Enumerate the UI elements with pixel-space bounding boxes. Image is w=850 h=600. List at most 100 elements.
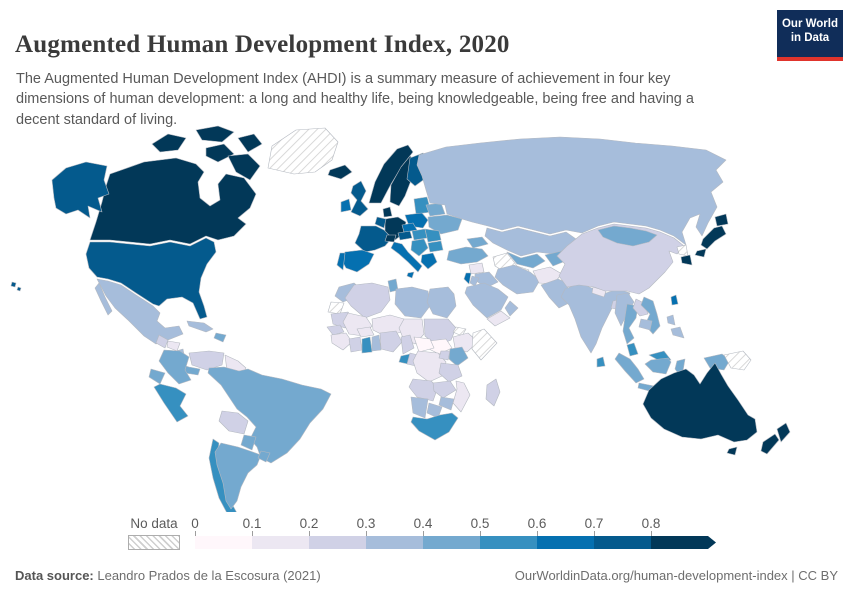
country-usa-hawaii[interactable] (10, 281, 22, 292)
country-senegal[interactable] (326, 324, 345, 336)
owid-logo[interactable]: Our World in Data (777, 10, 843, 61)
country-philippines-mindanao[interactable] (670, 326, 685, 339)
country-iran[interactable] (494, 264, 541, 295)
country-denmark[interactable] (382, 206, 393, 218)
country-colombia[interactable] (158, 349, 192, 385)
country-guinea-group[interactable] (330, 332, 353, 351)
legend-bin-0.2-0.3[interactable] (309, 536, 366, 549)
country-uruguay[interactable] (257, 450, 271, 463)
country-iceland[interactable] (327, 164, 353, 180)
country-canada-baffin[interactable] (227, 153, 261, 181)
country-hungary-slovakia[interactable] (411, 228, 428, 241)
country-switzerland[interactable] (384, 234, 397, 243)
country-indonesia-sumatra[interactable] (614, 352, 645, 384)
country-caucasus[interactable] (466, 236, 489, 249)
country-venezuela[interactable] (188, 350, 225, 371)
country-austria[interactable] (397, 230, 413, 241)
country-algeria[interactable] (344, 282, 391, 319)
country-new-zealand-north[interactable] (776, 422, 791, 443)
country-indonesia-papua[interactable] (703, 353, 731, 371)
country-australia[interactable] (642, 362, 758, 443)
country-greece[interactable] (420, 252, 438, 270)
country-norway[interactable] (368, 144, 414, 204)
country-ireland[interactable] (340, 198, 352, 213)
country-madagascar[interactable] (485, 378, 501, 407)
country-ivory-coast[interactable] (348, 336, 363, 353)
country-japan-honshu[interactable] (700, 225, 727, 250)
country-uzbekistan[interactable] (506, 251, 546, 269)
legend-no-data-swatch[interactable] (128, 535, 180, 550)
country-somalia[interactable] (471, 328, 498, 361)
country-malaysia-borneo[interactable] (648, 350, 672, 361)
country-paraguay[interactable] (240, 434, 257, 451)
country-mongolia[interactable] (597, 225, 658, 247)
country-indonesia-borneo[interactable] (644, 357, 672, 375)
country-usa[interactable] (85, 237, 217, 320)
legend-bin-0.3-0.4[interactable] (366, 536, 423, 549)
country-japan-kyushu[interactable] (694, 248, 707, 258)
country-uk[interactable] (350, 180, 369, 217)
country-guatemala[interactable] (155, 334, 169, 349)
country-usa-alaska[interactable] (51, 161, 110, 219)
country-dr-congo[interactable] (412, 350, 447, 383)
country-italy-sicily[interactable] (406, 271, 415, 279)
country-ghana[interactable] (361, 336, 373, 354)
country-western-sahara[interactable] (327, 301, 345, 315)
country-saudi-arabia[interactable] (464, 282, 509, 319)
country-russia[interactable] (416, 136, 727, 246)
country-malaysia-peninsula[interactable] (626, 342, 639, 357)
country-mexico[interactable] (96, 278, 184, 345)
legend-bin-0-0.1[interactable] (195, 536, 252, 549)
country-ecuador[interactable] (148, 368, 166, 385)
country-canada-arctic1[interactable] (151, 133, 187, 153)
country-ukraine[interactable] (427, 214, 463, 235)
country-tanzania[interactable] (438, 362, 463, 383)
country-china[interactable] (556, 223, 685, 295)
country-namibia[interactable] (410, 396, 429, 419)
country-burkina-faso[interactable] (356, 326, 375, 338)
country-togo-benin[interactable] (371, 334, 382, 352)
country-cuba[interactable] (186, 320, 214, 333)
country-south-korea[interactable] (680, 254, 693, 266)
country-portugal[interactable] (336, 252, 346, 271)
country-france[interactable] (354, 225, 393, 253)
country-taiwan[interactable] (670, 294, 679, 306)
country-mexico-baja[interactable] (94, 282, 113, 316)
country-argentina[interactable] (214, 442, 262, 510)
country-papua-new-guinea[interactable] (723, 350, 752, 371)
country-sudan[interactable] (423, 318, 457, 347)
country-philippines-luzon[interactable] (666, 314, 676, 326)
legend-bin-0.8+[interactable] (651, 536, 716, 549)
country-japan-hokkaido[interactable] (714, 213, 729, 227)
country-south-africa[interactable] (410, 412, 459, 441)
country-libya[interactable] (394, 286, 431, 319)
country-greenland[interactable] (267, 127, 339, 175)
country-australia-tasmania[interactable] (726, 446, 738, 456)
country-canada-arctic3[interactable] (205, 143, 235, 163)
country-new-zealand-south[interactable] (760, 433, 780, 455)
country-balkans[interactable] (410, 238, 429, 257)
country-angola[interactable] (408, 378, 439, 402)
country-north-korea[interactable] (676, 244, 689, 257)
legend-bin-0.1-0.2[interactable] (252, 536, 309, 549)
country-cambodia[interactable] (638, 318, 653, 331)
legend-bin-0.6-0.7[interactable] (537, 536, 594, 549)
country-honduras[interactable] (166, 340, 181, 352)
country-belarus[interactable] (425, 202, 446, 217)
country-egypt[interactable] (426, 286, 457, 319)
country-nigeria[interactable] (379, 330, 403, 353)
country-zimbabwe[interactable] (438, 396, 455, 411)
owid-link[interactable]: OurWorldinData.org/human-development-ind… (514, 568, 788, 583)
country-canada-arctic2[interactable] (195, 125, 235, 143)
country-turkey[interactable] (446, 246, 489, 265)
country-benelux[interactable] (374, 216, 387, 229)
country-bulgaria[interactable] (427, 240, 444, 253)
country-spain[interactable] (340, 249, 375, 273)
country-uganda[interactable] (438, 350, 451, 361)
country-syria[interactable] (468, 262, 485, 275)
country-hispaniola[interactable] (213, 332, 227, 343)
country-zambia[interactable] (432, 380, 457, 399)
country-central-african-republic[interactable] (413, 336, 435, 353)
country-canada-arctic4[interactable] (237, 133, 263, 153)
country-mozambique[interactable] (452, 380, 471, 413)
